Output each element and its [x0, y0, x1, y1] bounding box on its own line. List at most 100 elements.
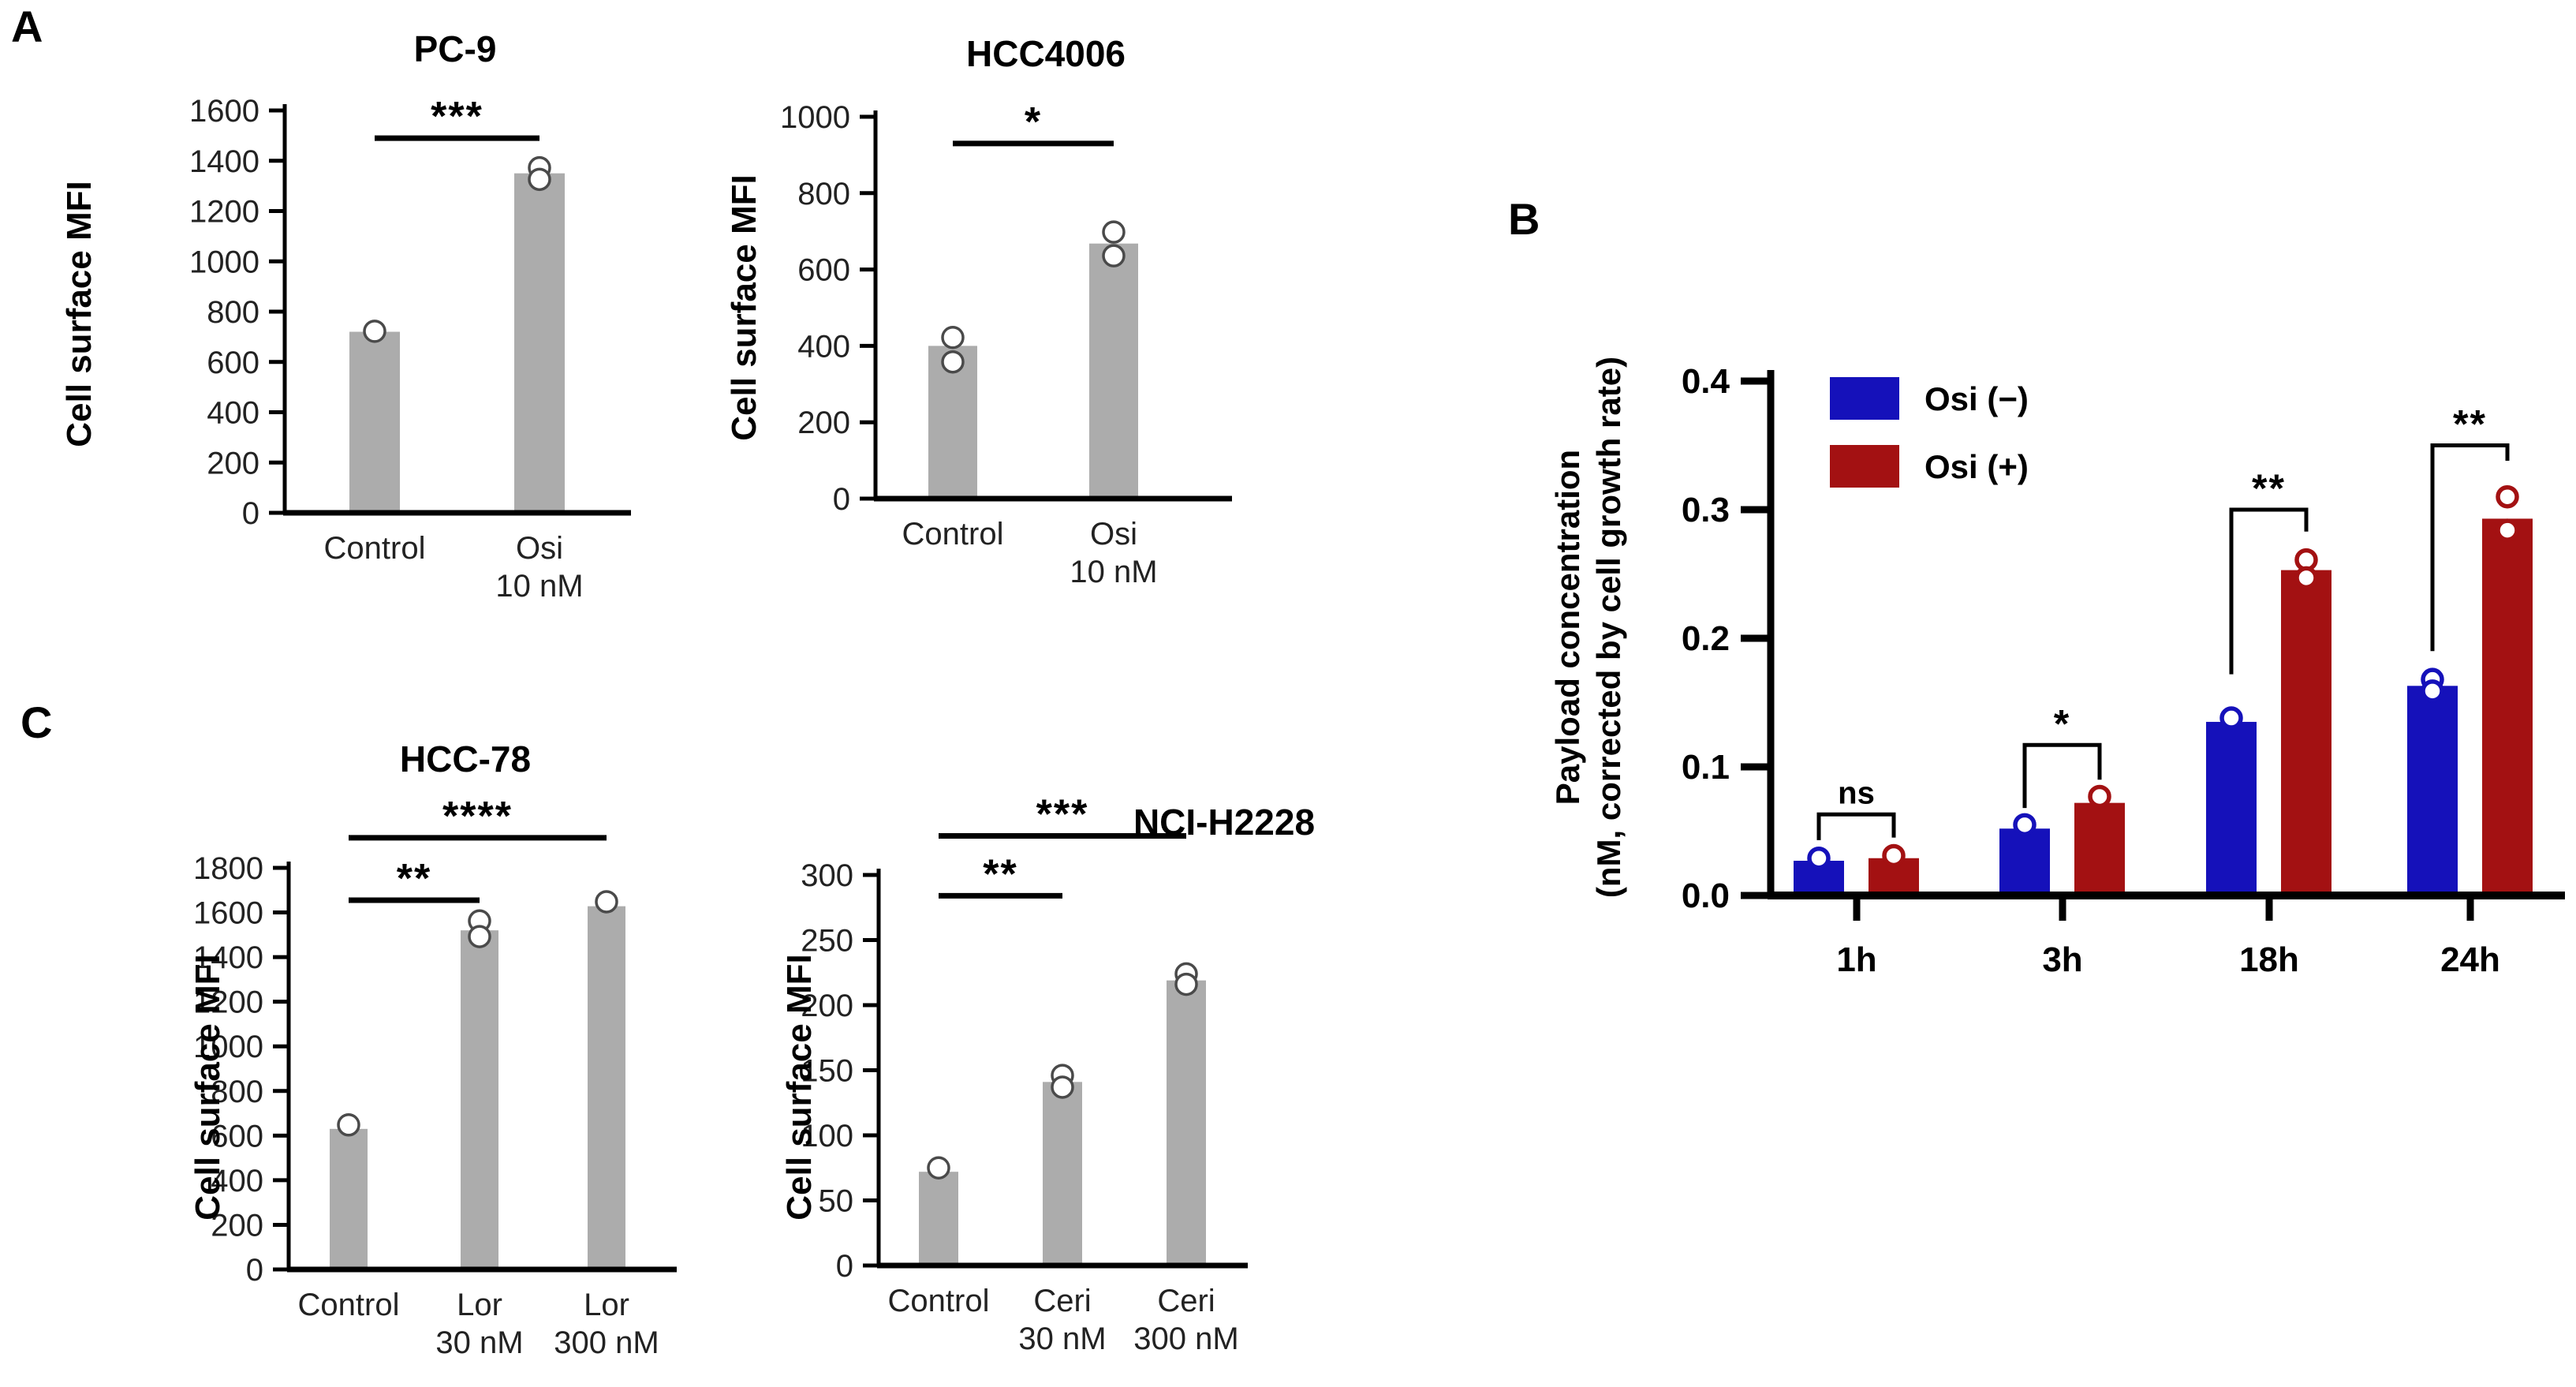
pc9-x-cat-label: Osi [516, 531, 563, 566]
hcc4006-data-point [1102, 244, 1126, 267]
pc9-y-tick-label: 1600 [189, 94, 259, 129]
payload-bar-24h-s0 [2407, 686, 2458, 895]
payload-bar-3h-s0 [1999, 828, 2050, 895]
hcc78-x-cat-label: 30 nM [435, 1325, 523, 1360]
payload-sig-label-0: ns [1838, 776, 1875, 810]
payload-data-point [2088, 784, 2111, 809]
hcc4006-x-cat-label: Osi [1090, 517, 1137, 551]
payload-data-point [1807, 846, 1831, 870]
payload-data-point [2421, 679, 2444, 703]
pc9-points [363, 155, 551, 343]
ncih2228-y-tick-label: 50 [819, 1184, 854, 1219]
payload-bar-3h-s1 [2074, 802, 2125, 895]
hcc4006-data-point [1102, 220, 1126, 244]
hcc4006-data-point [941, 350, 965, 374]
ncih2228-sig-stars-0: ** [983, 851, 1017, 897]
payload-y-axis [1741, 370, 1775, 899]
hcc78-sig-stars-1: **** [442, 794, 513, 839]
hcc4006-y-tick-label: 600 [797, 253, 850, 288]
ncih2228-points [927, 962, 1198, 1180]
ncih2228-data-point [1174, 972, 1198, 996]
pc9-title: PC-9 [414, 28, 497, 69]
pc9-y-tick-label: 400 [207, 396, 259, 431]
payload-x-cat-label: 24h [2440, 940, 2500, 979]
payload-sig-bracket-0 [1816, 812, 1896, 840]
hcc4006-y-tick-label: 0 [833, 482, 850, 517]
payload-y-tick-label: 0.1 [1682, 748, 1730, 787]
payload-bar-18h-s1 [2281, 570, 2331, 895]
payload-data-point [2496, 484, 2519, 509]
payload-sig-bracket-2 [2229, 507, 2309, 675]
payload-legend-label-0: Osi (−) [1925, 380, 2029, 417]
ncih2228-y-axis-title: Cell surface MFI [780, 954, 819, 1220]
panel-label-b: B [1508, 194, 1540, 244]
payload-bar-24h-s1 [2482, 518, 2533, 895]
panel-label-c: C [21, 697, 53, 747]
ncih2228-bars [919, 980, 1206, 1265]
pc9-x-cat-label: Control [324, 531, 426, 566]
ncih2228-y-tick-label: 300 [801, 858, 853, 893]
hcc78-x-cat-label: Lor [457, 1288, 502, 1322]
ncih2228-data-point [927, 1156, 950, 1180]
panel-label-a: A [11, 2, 43, 51]
pc9-x-cat-label: 10 nM [495, 569, 583, 604]
pc9-y-tick-label: 0 [242, 496, 259, 531]
hcc4006-y-axis-title: Cell surface MFI [725, 174, 763, 440]
hcc4006-bars [928, 243, 1138, 499]
ncih2228-y-tick-label: 100 [801, 1119, 853, 1153]
ncih2228-bar-0 [919, 1172, 958, 1265]
hcc4006-y-tick-label: 1000 [780, 100, 850, 135]
hcc4006-y-tick-label: 800 [797, 177, 850, 211]
payload-sig-label-3: ** [2453, 402, 2487, 447]
pc9-data-point [363, 320, 386, 343]
hcc78-x-cat-label: Control [298, 1288, 400, 1322]
pc9-bar-1 [514, 173, 565, 513]
hcc4006-y-axis [860, 110, 878, 501]
ncih2228-y-tick-label: 0 [836, 1249, 853, 1284]
payload-y-tick-label: 0.4 [1682, 362, 1730, 401]
hcc4006-points [941, 220, 1126, 374]
payload-legend: Osi (−) Osi (+) [1830, 377, 2029, 488]
pc9-bars [349, 173, 565, 513]
payload-x-cat-label: 1h [1836, 940, 1876, 979]
ncih2228-y-tick-label: 150 [801, 1054, 853, 1089]
pc9-y-tick-label: 200 [207, 446, 259, 480]
hcc4006-y-tick-label: 400 [797, 329, 850, 364]
payload-x-cat-label: 18h [2239, 940, 2299, 979]
payload-legend-label-1: Osi (+) [1925, 448, 2029, 485]
payload-y-tick-label: 0.2 [1682, 619, 1730, 658]
hcc4006-x-cat-label: Control [902, 517, 1004, 551]
ncih2228-y-axis [863, 869, 881, 1268]
hcc78-bars [330, 906, 625, 1269]
ncih2228-data-point [1051, 1075, 1074, 1099]
payload-points [1807, 484, 2519, 870]
hcc78-sig-stars-0: ** [397, 856, 431, 902]
pc9-bar-0 [349, 331, 400, 513]
hcc78-y-tick-label: 600 [211, 1119, 263, 1153]
ncih2228-x-cat-label: Ceri [1033, 1284, 1091, 1318]
hcc78-points [337, 890, 618, 1137]
ncih2228-title: NCI-H2228 [1133, 802, 1315, 843]
pc9-chart: 0 200 400 600 800 1000 1200 1400 1600 Control Osi1… [60, 28, 631, 604]
payload-data-point [2219, 706, 2243, 730]
payload-data-point [2496, 518, 2519, 542]
ncih2228-sig-stars-1: *** [1036, 792, 1089, 838]
hcc78-y-tick-label: 1800 [193, 851, 263, 886]
hcc78-y-tick-label: 800 [211, 1075, 263, 1109]
hcc78-data-point [468, 925, 491, 948]
hcc4006-x-cat-label: 10 nM [1070, 555, 1157, 589]
pc9-y-tick-label: 800 [207, 295, 259, 330]
payload-sig-label-2: ** [2252, 466, 2286, 510]
payload-legend-swatch-0 [1830, 377, 1899, 420]
pc9-y-axis [269, 104, 287, 515]
hcc78-data-point [337, 1113, 360, 1137]
ncih2228-x-cat-label: Ceri [1157, 1284, 1215, 1318]
hcc78-y-axis [273, 862, 291, 1272]
payload-bars [1794, 518, 2533, 895]
payload-y-tick-label: 0.3 [1682, 491, 1730, 529]
hcc4006-y-tick-label: 200 [797, 406, 850, 440]
payload-data-point [2013, 813, 2037, 837]
hcc4006-bar-1 [1089, 243, 1138, 499]
